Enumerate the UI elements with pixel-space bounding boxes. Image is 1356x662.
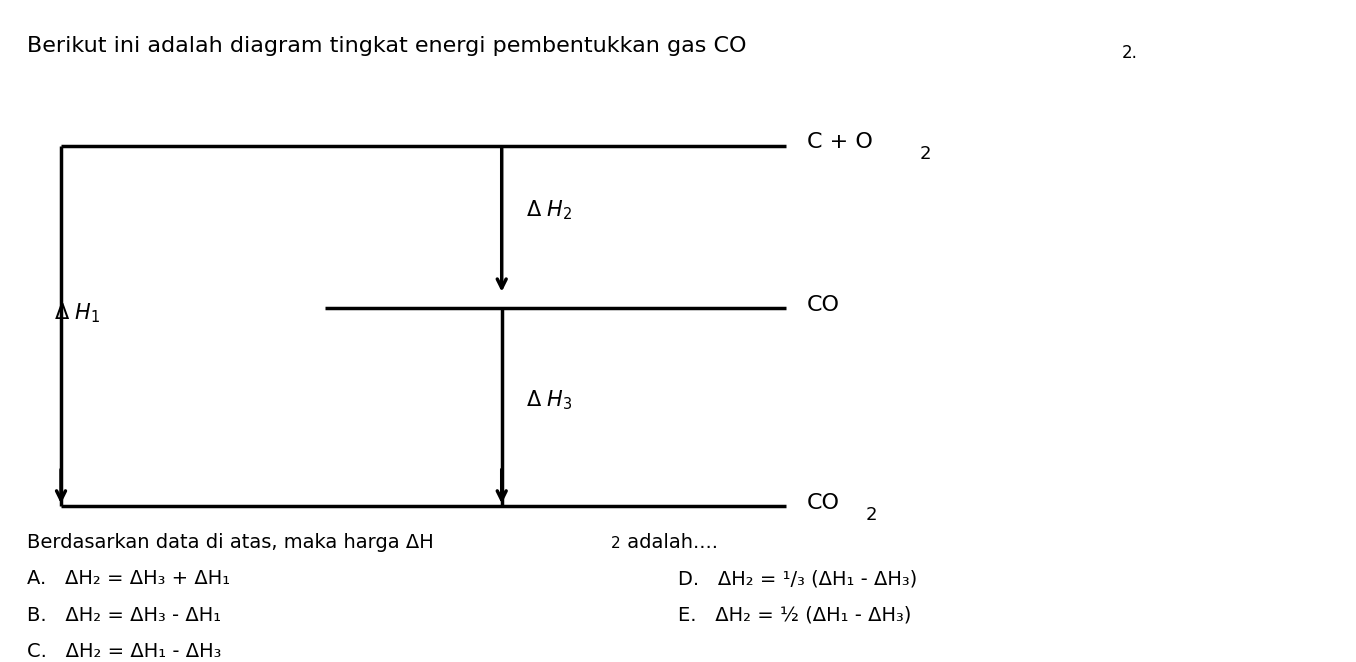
- Text: 2: 2: [865, 506, 876, 524]
- Text: CO: CO: [807, 493, 839, 513]
- Text: $\Delta$ H$_3$: $\Delta$ H$_3$: [526, 389, 574, 412]
- Text: CO: CO: [807, 295, 839, 314]
- Text: B.   ΔH₂ = ΔH₃ - ΔH₁: B. ΔH₂ = ΔH₃ - ΔH₁: [27, 606, 221, 625]
- Text: Berikut ini adalah diagram tingkat energi pembentukkan gas CO: Berikut ini adalah diagram tingkat energ…: [27, 36, 747, 56]
- Text: $\Delta$ H$_2$: $\Delta$ H$_2$: [526, 199, 572, 222]
- Text: C.   ΔH₂ = ΔH₁ - ΔH₃: C. ΔH₂ = ΔH₁ - ΔH₃: [27, 642, 221, 661]
- Text: C + O: C + O: [807, 132, 873, 152]
- Text: E.   ΔH₂ = ½ (ΔH₁ - ΔH₃): E. ΔH₂ = ½ (ΔH₁ - ΔH₃): [678, 606, 911, 625]
- Text: 2: 2: [919, 145, 930, 164]
- Text: Berdasarkan data di atas, maka harga ΔH: Berdasarkan data di atas, maka harga ΔH: [27, 533, 434, 552]
- Text: D.   ΔH₂ = ¹/₃ (ΔH₁ - ΔH₃): D. ΔH₂ = ¹/₃ (ΔH₁ - ΔH₃): [678, 569, 917, 589]
- Text: 2.: 2.: [1121, 44, 1138, 62]
- Text: 2: 2: [610, 536, 621, 551]
- Text: $\Delta$ H$_1$: $\Delta$ H$_1$: [54, 301, 100, 324]
- Text: adalah....: adalah....: [621, 533, 719, 552]
- Text: A.   ΔH₂ = ΔH₃ + ΔH₁: A. ΔH₂ = ΔH₃ + ΔH₁: [27, 569, 231, 589]
